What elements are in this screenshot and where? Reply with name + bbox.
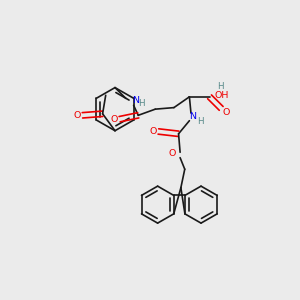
Text: OH: OH <box>215 91 229 100</box>
Text: O: O <box>73 111 81 120</box>
Text: O: O <box>223 108 230 117</box>
Text: H: H <box>217 82 224 91</box>
Text: N: N <box>189 112 196 122</box>
Text: N: N <box>132 96 139 105</box>
Text: O: O <box>110 115 118 124</box>
Text: H: H <box>197 117 204 126</box>
Text: O: O <box>169 149 176 158</box>
Text: O: O <box>149 127 157 136</box>
Text: H: H <box>138 99 145 108</box>
